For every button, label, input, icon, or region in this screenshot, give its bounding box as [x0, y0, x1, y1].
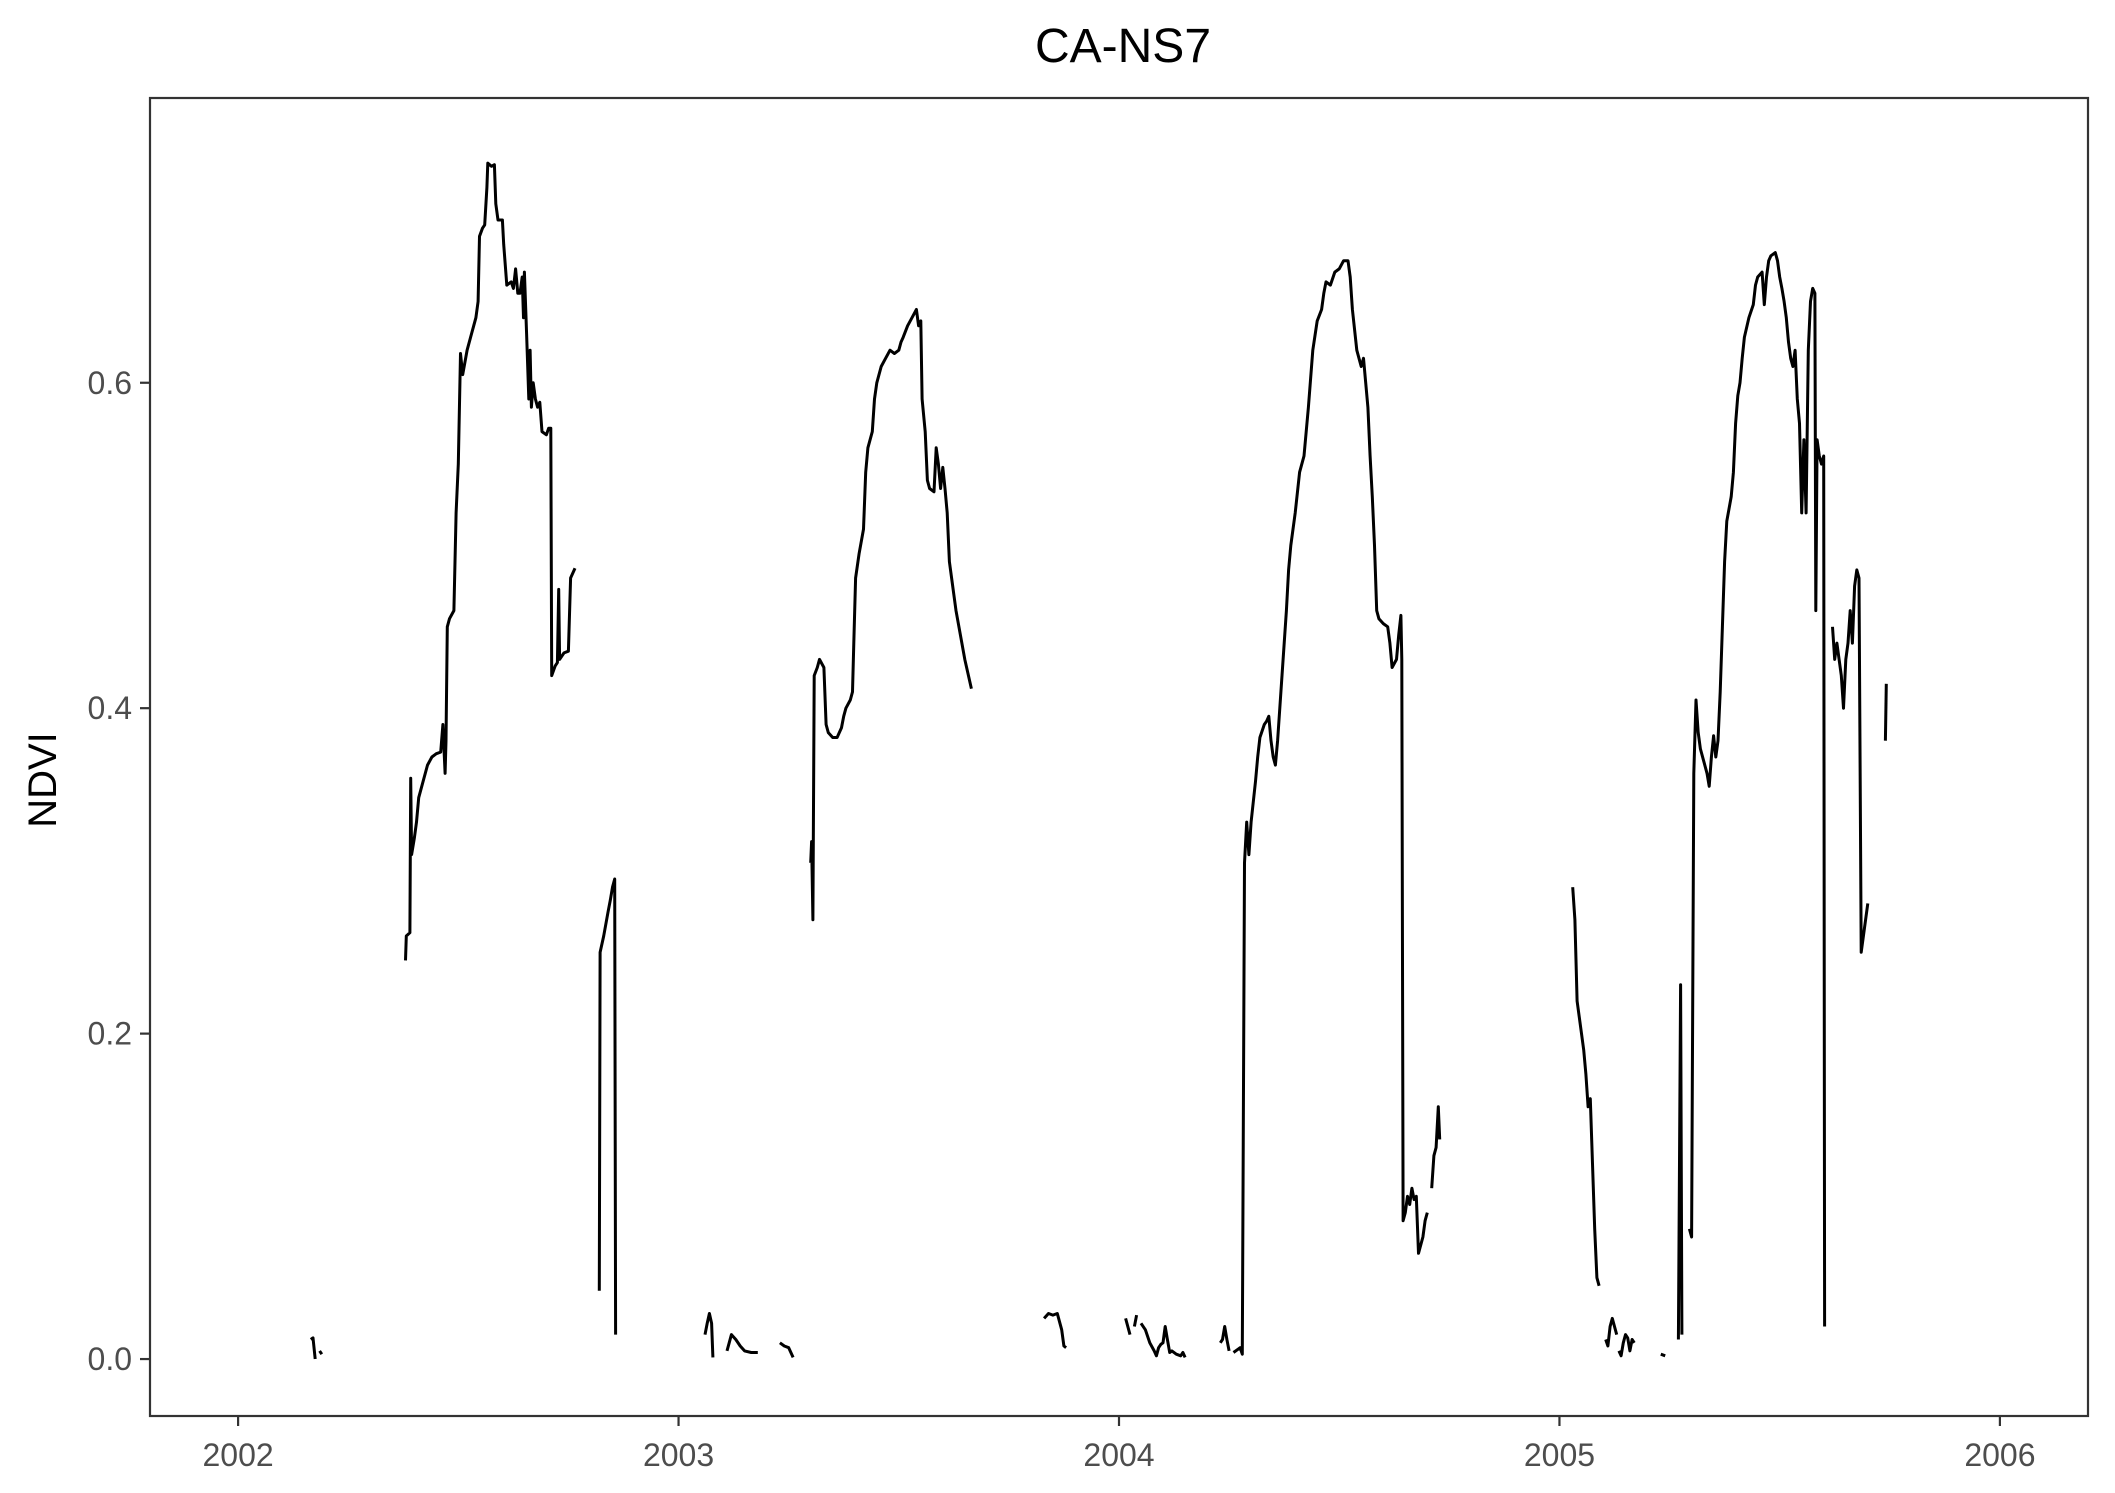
y-tick-label: 0.0	[88, 1341, 132, 1377]
ndvi-line-segment	[1430, 1105, 1442, 1189]
series-ndvi	[309, 161, 1888, 1360]
ndvi-line-segment	[1219, 1325, 1231, 1352]
y-tick-label: 0.2	[88, 1016, 132, 1052]
ndvi-line-segment	[1604, 1316, 1619, 1348]
y-axis-label: NDVI	[21, 732, 65, 828]
ndvi-line-segment	[1571, 887, 1601, 1287]
ndvi-line-segment	[404, 161, 577, 961]
ndvi-line-segment	[1660, 1352, 1666, 1358]
ndvi-line-segment	[1042, 1312, 1068, 1349]
ndvi-line-segment	[309, 1336, 317, 1360]
ndvi-line-segment	[779, 1341, 795, 1359]
ndvi-line-segment	[725, 1333, 758, 1354]
x-tick-label: 2005	[1524, 1437, 1595, 1473]
y-axis: 0.0 0.2 0.4 0.6	[88, 365, 150, 1377]
x-tick-label: 2006	[1964, 1437, 2035, 1473]
ndvi-line-segment	[1617, 1333, 1636, 1358]
x-tick-label: 2004	[1083, 1437, 1154, 1473]
y-tick-label: 0.6	[88, 365, 132, 401]
ndvi-line-segment	[1232, 259, 1429, 1356]
chart-title: CA-NS7	[1035, 20, 1211, 73]
x-tick-label: 2003	[643, 1437, 714, 1473]
ndvi-line-segment	[1676, 983, 1684, 1340]
ndvi-line-segment	[703, 1312, 715, 1358]
ndvi-line-segment	[1831, 568, 1870, 954]
x-tick-label: 2002	[202, 1437, 273, 1473]
ndvi-line-segment	[1124, 1318, 1132, 1335]
ndvi-line-segment	[809, 308, 973, 922]
ndvi-line-segment	[1883, 683, 1888, 741]
ndvi-line-segment	[1139, 1322, 1187, 1359]
ndvi-line-segment	[1132, 1314, 1139, 1327]
y-tick-label: 0.4	[88, 690, 132, 726]
ndvi-line-segment	[318, 1350, 324, 1356]
ndvi-line-segment	[1687, 251, 1827, 1327]
x-axis: 2002 2003 2004 2005 2006	[202, 1416, 2036, 1473]
ndvi-line-segment	[597, 877, 618, 1335]
